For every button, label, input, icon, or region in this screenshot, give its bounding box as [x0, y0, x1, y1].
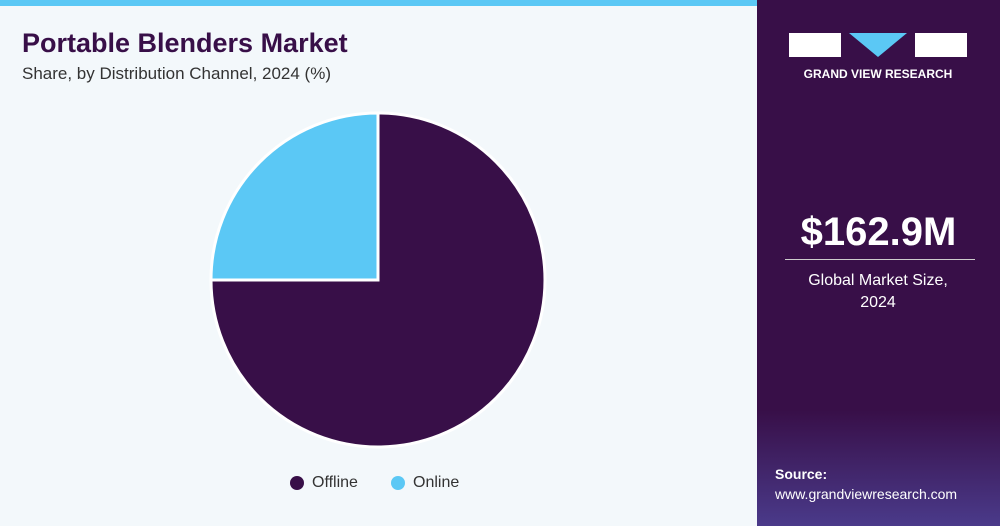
market-size-label: Global Market Size, 2024 — [808, 272, 948, 311]
legend-label: Offline — [312, 474, 358, 491]
source-url: www.grandviewresearch.com — [775, 486, 958, 502]
chart-title: Portable Blenders Market — [22, 28, 348, 58]
market-size: $162.9M — [800, 210, 957, 254]
pie-slice — [209, 111, 547, 449]
side-panel: GRAND VIEW RESEARCH $162.9M Global Marke… — [757, 0, 1000, 526]
divider — [785, 259, 975, 260]
brand: GRAND VIEW RESEARCH — [804, 67, 953, 81]
chart-subtitle: Share, by Distribution Channel, 2024 (%) — [22, 64, 331, 83]
legend-marker — [391, 476, 405, 490]
legend-label: Online — [413, 474, 459, 491]
legend-marker — [290, 476, 304, 490]
pie-slice — [209, 111, 380, 282]
logo: GRAND VIEW RESEARCH — [789, 33, 967, 81]
source-label: Source: — [775, 466, 828, 482]
chart: Offline Online — [209, 111, 547, 491]
top-strip — [0, 0, 757, 6]
